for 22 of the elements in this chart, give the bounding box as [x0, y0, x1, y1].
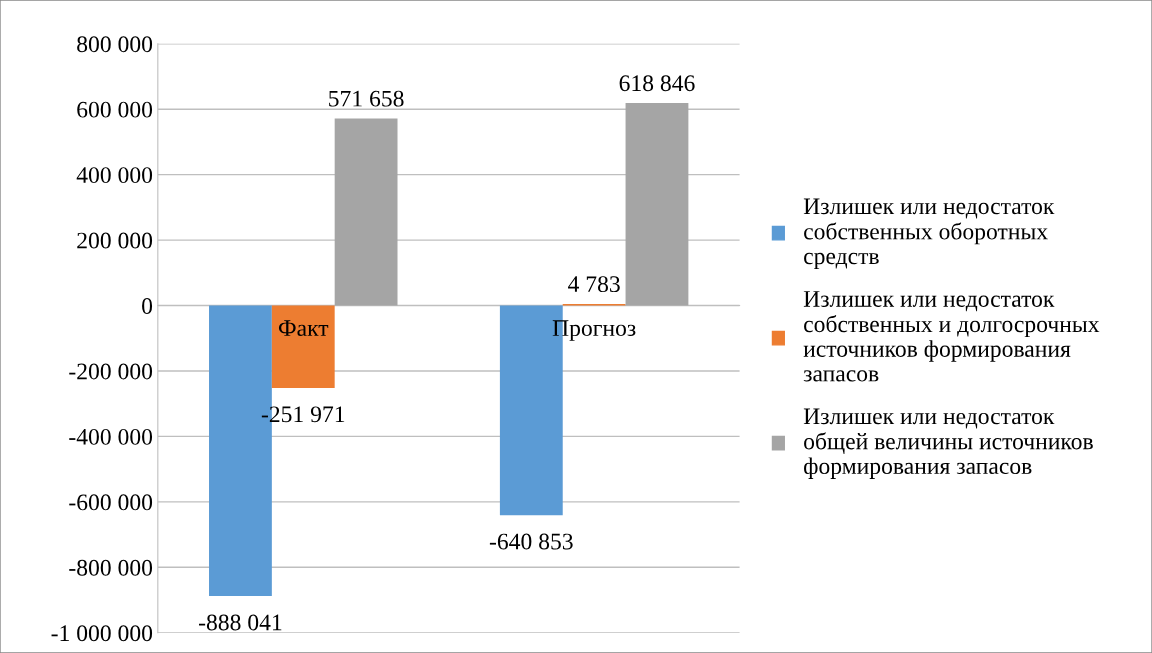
y-tick-label: 0: [142, 298, 153, 314]
data-label: 571 658: [329, 90, 404, 107]
data-label: -640 853: [489, 533, 573, 550]
legend-label: Излишек или недостаток общей величины источников формирования запасов: [803, 408, 1093, 479]
x-tick-label: Факт: [278, 320, 329, 337]
y-tick-label: 600 000: [77, 101, 153, 118]
y-tick-label: 400 000: [76, 167, 153, 184]
data-label: 618 846: [619, 75, 695, 92]
bar: [625, 103, 689, 306]
bar: [271, 305, 335, 388]
y-tick-label: -200 000: [69, 363, 153, 380]
y-tick-label: 800 000: [77, 36, 153, 53]
data-label: -888 041: [199, 614, 282, 631]
bar: [334, 118, 398, 306]
y-tick-label: -400 000: [69, 428, 153, 445]
y-tick-label: -1 000 000: [51, 625, 153, 642]
data-label: 4 783: [568, 276, 620, 293]
y-tick-label: -600 000: [69, 494, 153, 511]
y-tick-label: 200 000: [77, 232, 153, 249]
y-tick-label: -800 000: [69, 559, 153, 576]
legend-label: Излишек или недостаток собственных и долгосрочных источников формирования запасов: [803, 291, 1100, 382]
legend-label: Излишек или недостаток собственных оборотных средств: [803, 198, 1055, 270]
